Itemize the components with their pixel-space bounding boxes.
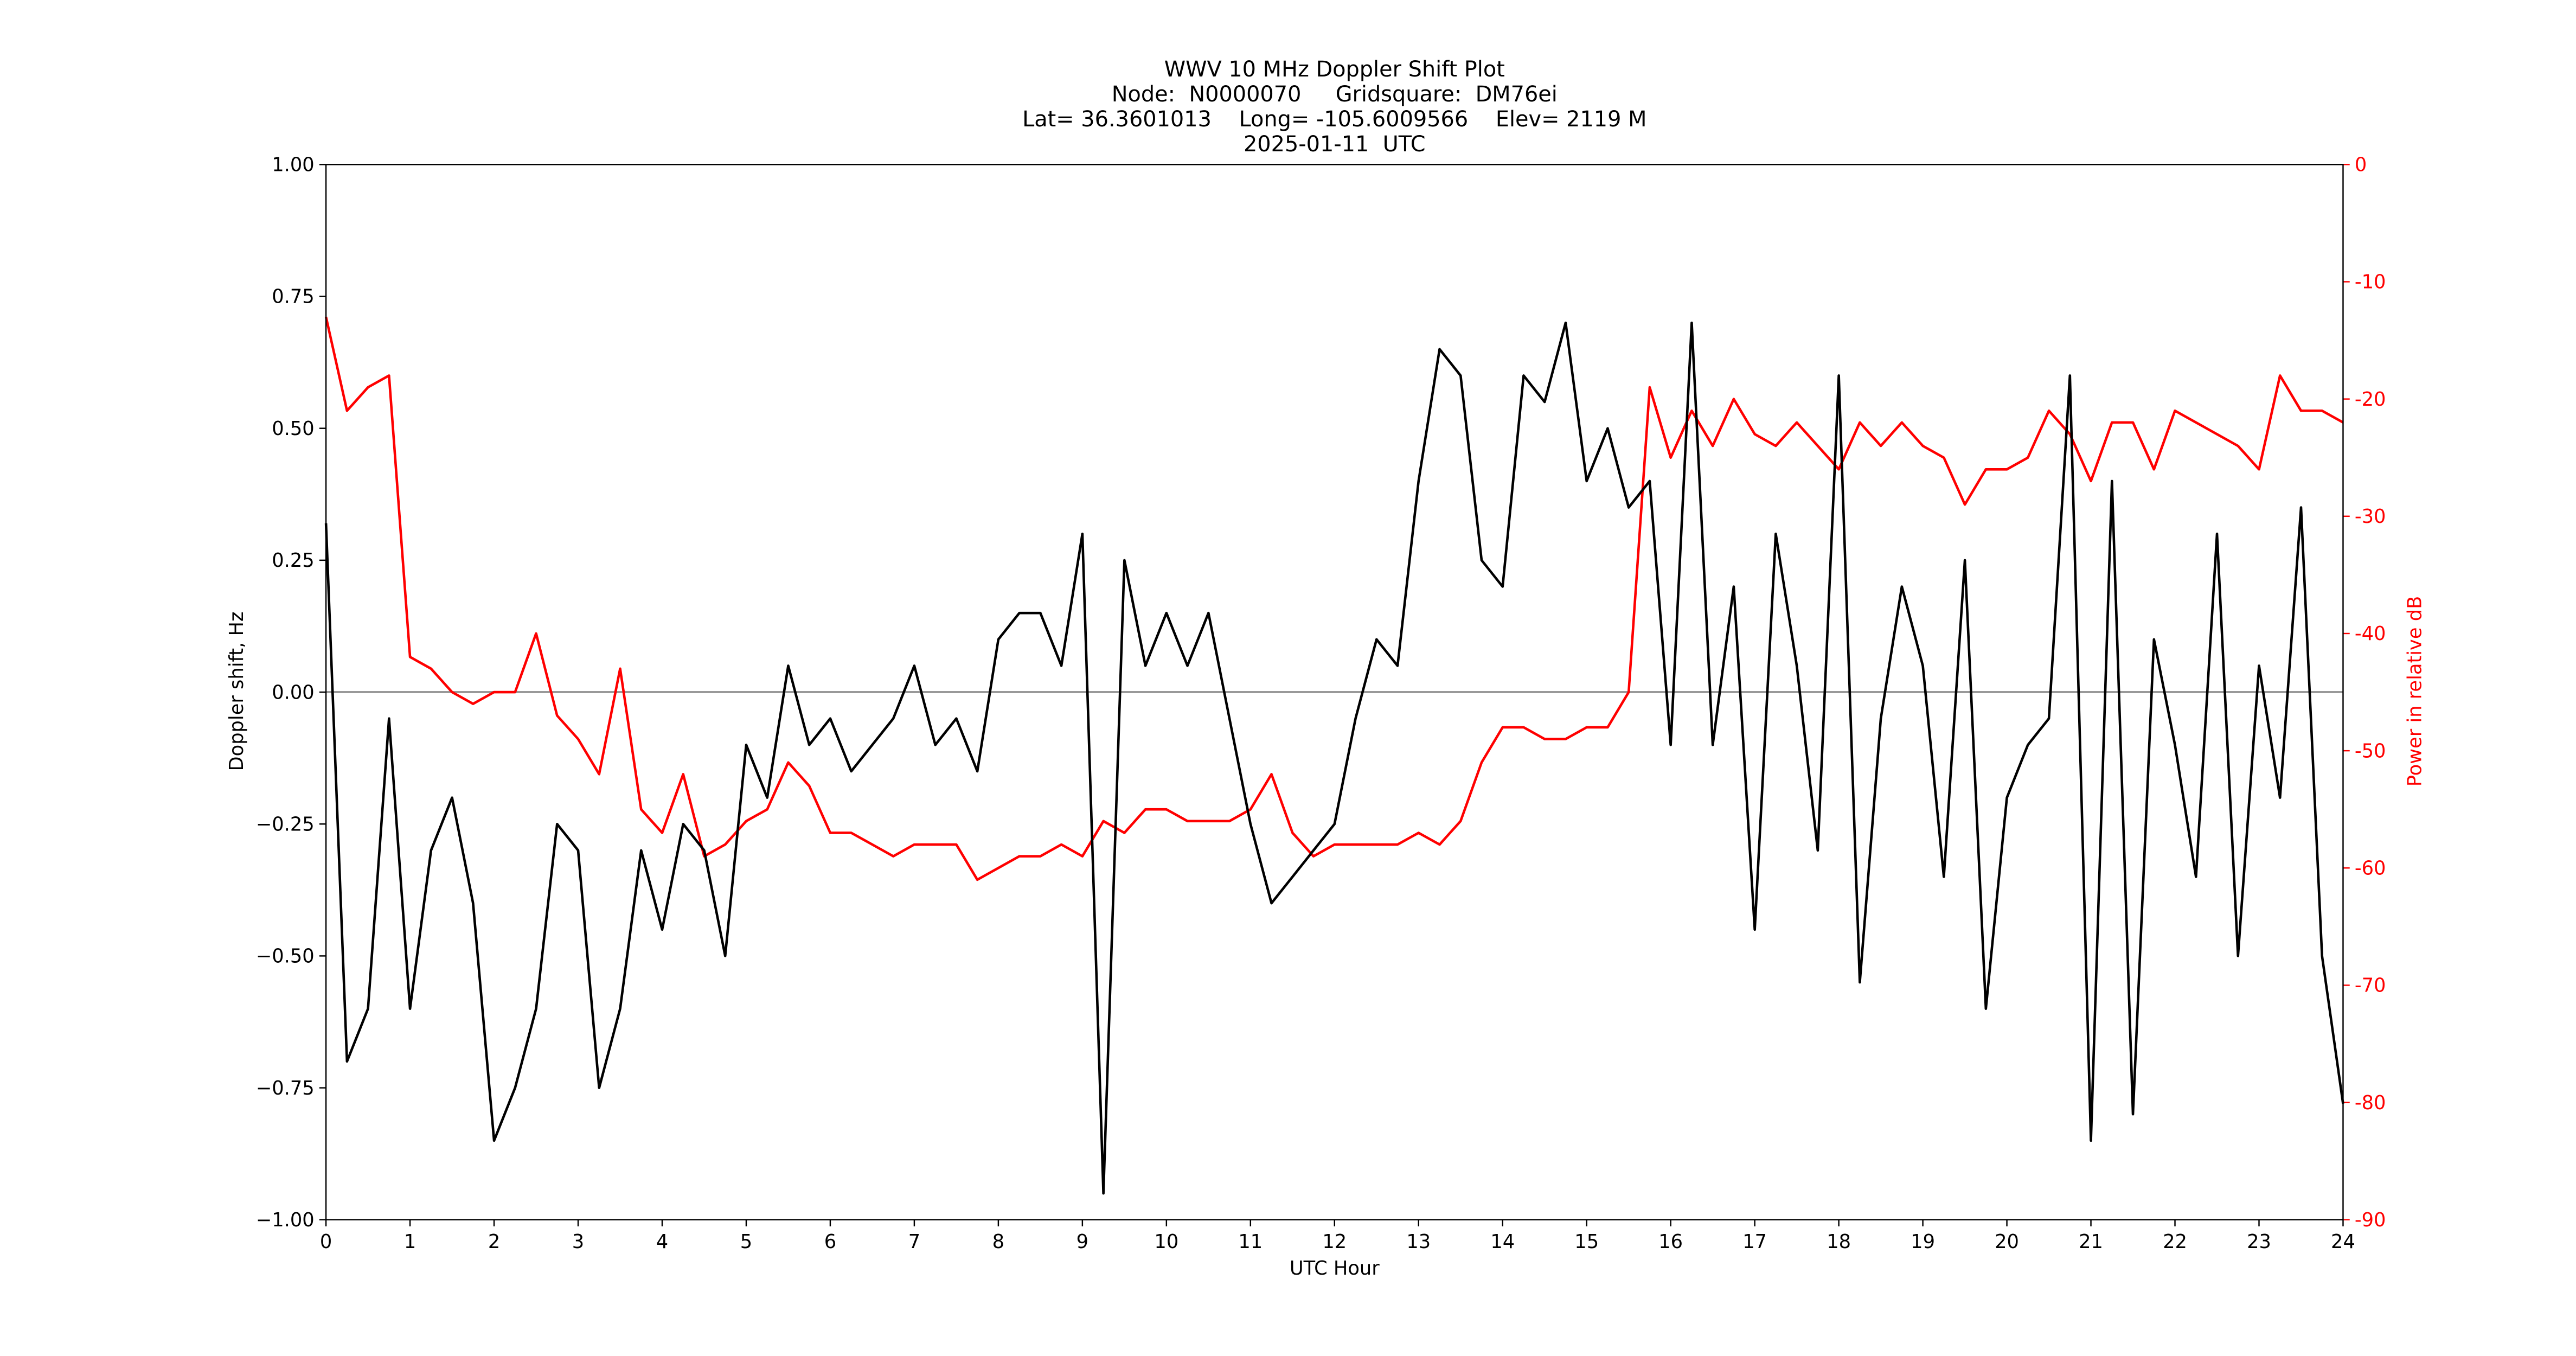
x-tick-label: 7 <box>908 1231 920 1253</box>
y2-tick-label: 0 <box>2355 154 2367 176</box>
x-tick-label: 23 <box>2247 1231 2271 1253</box>
x-tick-label: 5 <box>740 1231 752 1253</box>
x-tick-label: 12 <box>1322 1231 1347 1253</box>
y-tick-label: 0.00 <box>272 681 314 703</box>
x-tick-label: 22 <box>2163 1231 2187 1253</box>
x-tick-label: 0 <box>320 1231 332 1253</box>
y2-tick-label: -70 <box>2355 975 2386 997</box>
y2-tick-label: -60 <box>2355 858 2386 880</box>
y2-tick-label: -50 <box>2355 740 2386 762</box>
y2-tick-label: -30 <box>2355 506 2386 528</box>
y2-tick-label: -40 <box>2355 623 2386 645</box>
x-tick-label: 20 <box>1995 1231 2019 1253</box>
y-axis-label: Doppler shift, Hz <box>226 612 248 771</box>
x-tick-label: 14 <box>1490 1231 1515 1253</box>
y-tick-label: −0.50 <box>256 945 315 968</box>
chart-title: Lat= 36.3601013 Long= -105.6009566 Elev=… <box>1022 107 1646 132</box>
x-tick-label: 8 <box>992 1231 1004 1253</box>
y-tick-label: 1.00 <box>272 154 314 176</box>
x-tick-label: 10 <box>1154 1231 1178 1253</box>
x-tick-label: 16 <box>1658 1231 1683 1253</box>
y2-tick-label: -20 <box>2355 388 2386 411</box>
y-tick-label: 0.75 <box>272 286 314 308</box>
x-axis-label: UTC Hour <box>1290 1257 1380 1280</box>
chart-title: 2025-01-11 UTC <box>1244 132 1426 157</box>
x-tick-label: 4 <box>656 1231 668 1253</box>
y2-tick-label: -80 <box>2355 1092 2386 1114</box>
y2-tick-label: -90 <box>2355 1209 2386 1231</box>
x-tick-label: 21 <box>2079 1231 2103 1253</box>
plot-frame <box>325 164 2344 1220</box>
x-tick-label: 2 <box>488 1231 500 1253</box>
y-tick-label: 0.25 <box>272 549 314 572</box>
x-tick-label: 17 <box>1742 1231 1767 1253</box>
x-tick-label: 3 <box>572 1231 584 1253</box>
x-tick-label: 11 <box>1238 1231 1263 1253</box>
y-tick-label: −0.25 <box>256 813 315 835</box>
x-tick-label: 19 <box>1911 1231 1935 1253</box>
y2-tick-label: -10 <box>2355 271 2386 293</box>
data-line <box>324 316 2344 881</box>
chart-title: WWV 10 MHz Doppler Shift Plot <box>1164 57 1505 82</box>
y-tick-label: 0.50 <box>272 418 314 440</box>
data-line <box>324 321 2344 1195</box>
y-tick-label: −1.00 <box>256 1209 315 1231</box>
x-tick-label: 1 <box>404 1231 416 1253</box>
x-tick-label: 18 <box>1827 1231 1851 1253</box>
x-tick-label: 9 <box>1076 1231 1088 1253</box>
x-tick-label: 13 <box>1406 1231 1431 1253</box>
x-tick-label: 6 <box>824 1231 836 1253</box>
y-tick-label: −0.75 <box>256 1077 315 1099</box>
x-tick-label: 15 <box>1574 1231 1599 1253</box>
y2-axis-label: Power in relative dB <box>2404 596 2426 787</box>
chart-title: Node: N0000070 Gridsquare: DM76ei <box>1112 82 1558 107</box>
x-tick-label: 24 <box>2331 1231 2355 1253</box>
